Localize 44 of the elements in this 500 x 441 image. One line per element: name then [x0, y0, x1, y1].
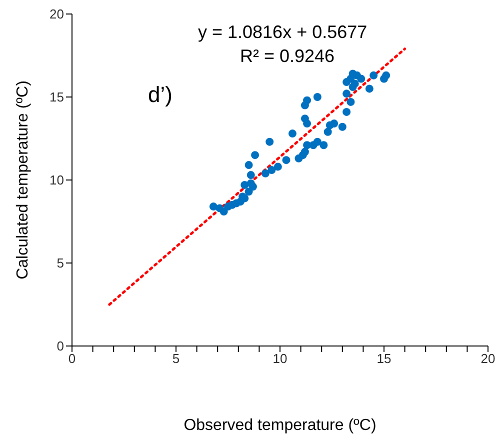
point [244, 161, 253, 170]
point [303, 96, 312, 104]
point [382, 71, 390, 80]
annotation: R² = 0.9246 [240, 46, 335, 67]
x-tick-label: 5 [172, 351, 180, 366]
x-tick-label: 20 [480, 351, 496, 366]
point [246, 171, 255, 180]
x-tick-label: 15 [376, 351, 392, 366]
point [240, 180, 249, 189]
point [261, 169, 270, 178]
point [357, 74, 366, 83]
point [251, 151, 260, 160]
point [365, 84, 374, 93]
x-tick-label: 0 [68, 351, 76, 366]
point [266, 138, 274, 146]
y-tick-label: 20 [50, 6, 64, 22]
y-tick-label: 10 [50, 172, 64, 188]
annotation: d’) [148, 82, 172, 108]
point [342, 108, 351, 116]
x-tick-label: 10 [272, 351, 288, 366]
point [338, 122, 346, 131]
point [330, 120, 338, 128]
point [209, 202, 218, 211]
point [288, 130, 296, 138]
point [324, 128, 332, 136]
point [370, 71, 378, 80]
point [350, 80, 359, 88]
point [320, 141, 328, 150]
annotation: y = 1.0816x + 0.5677 [198, 22, 368, 43]
point [303, 120, 312, 128]
y-tick-label: 0 [56, 338, 64, 354]
point [313, 93, 322, 101]
point [300, 148, 309, 156]
point [282, 156, 290, 164]
point [342, 90, 351, 98]
point [346, 98, 355, 106]
point [313, 138, 322, 146]
y-tick-label: 5 [56, 256, 64, 271]
point [274, 162, 282, 171]
point [268, 166, 276, 174]
x-axis-title: Observed temperature (ºC) [184, 417, 376, 434]
y-axis-title: Calculated temperature (ºC) [14, 80, 32, 280]
y-tick-label: 15 [50, 90, 64, 105]
point [248, 182, 257, 191]
